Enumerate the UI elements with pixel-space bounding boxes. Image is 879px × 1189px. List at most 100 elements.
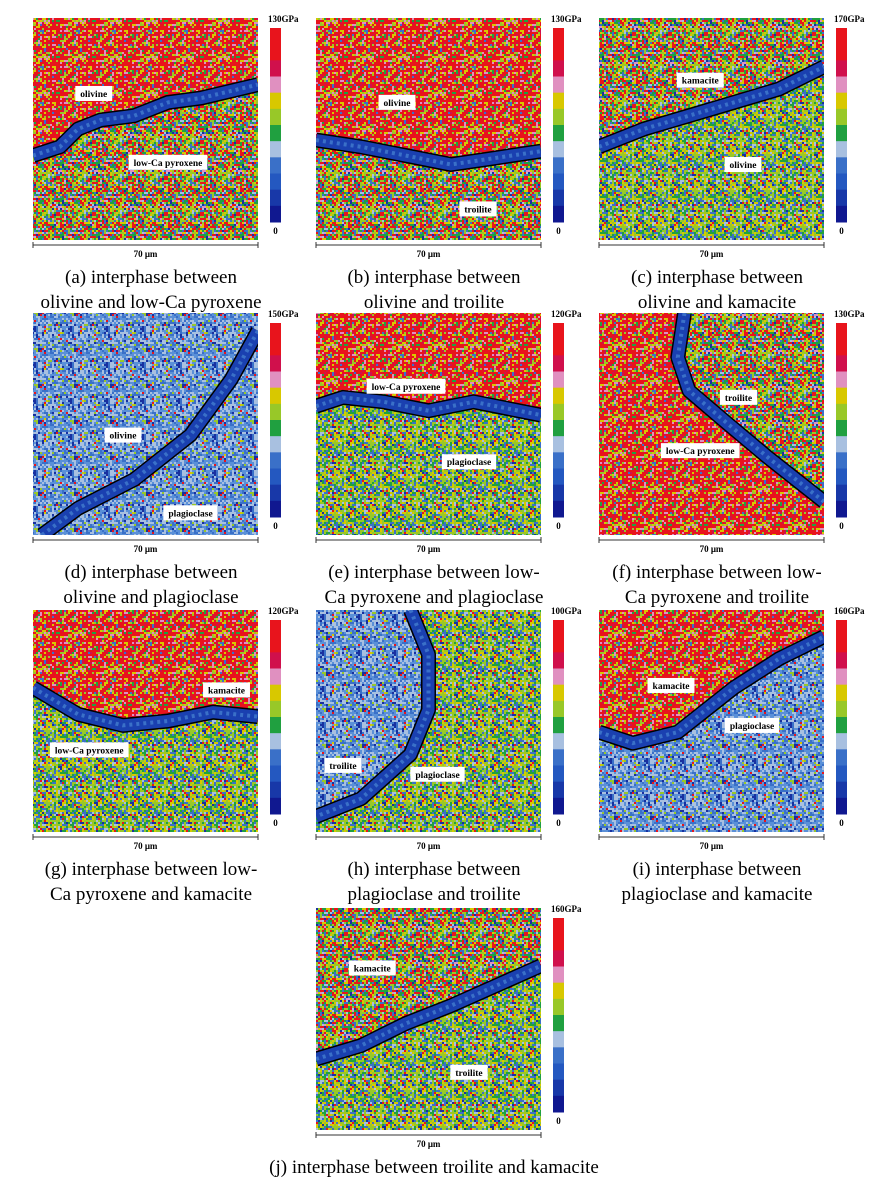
caption: (a) interphase between (65, 267, 237, 288)
scale-label: 70 μm (700, 249, 724, 259)
hardness-map (316, 313, 541, 535)
colorbar-segment (270, 76, 281, 94)
colorbar-segment (270, 205, 281, 223)
colorbar-segment (553, 1063, 564, 1081)
colorbar-segment (553, 92, 564, 110)
label-box (724, 717, 780, 733)
colorbar-max: 100GPa (551, 606, 582, 616)
label-box (324, 757, 362, 773)
colorbar-segment (270, 60, 281, 77)
phase-label: kamacite (348, 960, 396, 976)
scale-label: 70 μm (417, 841, 441, 851)
hardness-map (33, 18, 258, 240)
colorbar-segment (836, 205, 847, 223)
region (316, 18, 541, 165)
label-box (104, 427, 142, 443)
region (599, 610, 824, 744)
label-box (459, 201, 497, 217)
colorbar-segment (553, 28, 564, 45)
colorbar-segment (553, 797, 564, 815)
colorbar-segment (270, 652, 281, 669)
colorbar-segment (553, 484, 564, 502)
phase-label: plagioclase (724, 717, 780, 733)
colorbar-segment (836, 173, 847, 191)
phase-label: plagioclase (410, 766, 465, 782)
label-box (410, 766, 465, 782)
phase-name: olivine (730, 161, 757, 171)
label-box (75, 85, 113, 101)
colorbar-segment (553, 1047, 564, 1064)
phase-name: plagioclase (415, 771, 459, 781)
caption: Ca pyroxene and plagioclase (325, 587, 544, 608)
caption: (b) interphase between (347, 267, 521, 288)
interphase-band (316, 138, 541, 167)
colorbar-segment (836, 387, 847, 405)
colorbar-segment (553, 918, 564, 935)
colorbar-segment (836, 717, 847, 734)
scale-label: 70 μm (700, 841, 724, 851)
interphase-band (599, 634, 824, 746)
hardness-map (33, 610, 258, 832)
scale-label: 70 μm (417, 1139, 441, 1149)
colorbar-segment (836, 125, 847, 142)
interphase-band (316, 963, 541, 1061)
colorbar-segment (553, 1031, 564, 1048)
phase-label: troilite (324, 757, 362, 773)
colorbar-segment (270, 371, 281, 389)
colorbar-segment (553, 749, 564, 766)
panel: kamacite low-Ca pyroxene 120GPa 0 70 μm (g) i… (32, 606, 299, 905)
colorbar-max: 170GPa (834, 14, 865, 24)
phase-label: kamacite (647, 677, 695, 693)
colorbar-min: 0 (839, 521, 844, 531)
phase-name: kamacite (682, 77, 719, 87)
colorbar-segment (836, 60, 847, 77)
colorbar-segment (270, 797, 281, 815)
colorbar-segment (270, 733, 281, 750)
colorbar-segment (836, 749, 847, 766)
panel: kamacite plagioclase 160GPa 0 70 μm (i) inter… (598, 606, 865, 905)
colorbar-min: 0 (273, 226, 278, 236)
colorbar-segment (553, 684, 564, 702)
interphase-band (40, 329, 258, 535)
phase-label: troilite (450, 1064, 488, 1080)
colorbar-segment (836, 403, 847, 421)
colorbar-segment (270, 468, 281, 486)
caption: (e) interphase between low- (328, 562, 540, 583)
colorbar-segment (270, 420, 281, 437)
colorbar-min: 0 (556, 818, 561, 828)
label-box (203, 682, 250, 698)
colorbar-segment (553, 652, 564, 669)
caption: olivine and troilite (364, 292, 504, 313)
label-box (163, 505, 218, 521)
colorbar-segment (553, 998, 564, 1016)
colorbar-segment (270, 452, 281, 469)
hardness-map (599, 18, 824, 240)
phase-name: plagioclase (730, 722, 774, 732)
phase-label: plagioclase (163, 505, 218, 521)
colorbar-segment (836, 733, 847, 750)
phase-label: low-Ca pyroxene (128, 154, 208, 170)
scale-label: 70 μm (134, 249, 158, 259)
colorbar-segment (836, 44, 847, 61)
label-box (719, 389, 758, 405)
colorbar-segment (270, 92, 281, 110)
colorbar-segment (553, 668, 564, 686)
colorbar-segment (553, 1079, 564, 1097)
phase-name: plagioclase (447, 458, 491, 468)
caption: (h) interphase between (347, 859, 521, 880)
label-box (676, 72, 724, 88)
colorbar-segment (553, 420, 564, 437)
phase-name: low-Ca pyroxene (55, 746, 124, 756)
colorbar-segment (553, 173, 564, 191)
colorbar-segment (836, 371, 847, 389)
colorbar-max: 160GPa (834, 606, 865, 616)
label-box (660, 443, 740, 459)
scale-label: 70 μm (417, 544, 441, 554)
colorbar-segment (270, 620, 281, 637)
panel: troilite plagioclase 100GPa 0 70 μm (h) inter… (315, 606, 582, 905)
caption: (i) interphase between (633, 859, 802, 880)
colorbar-segment (553, 781, 564, 799)
region (316, 908, 541, 1059)
colorbar-segment (553, 1015, 564, 1032)
phase-name: troilite (329, 762, 356, 772)
